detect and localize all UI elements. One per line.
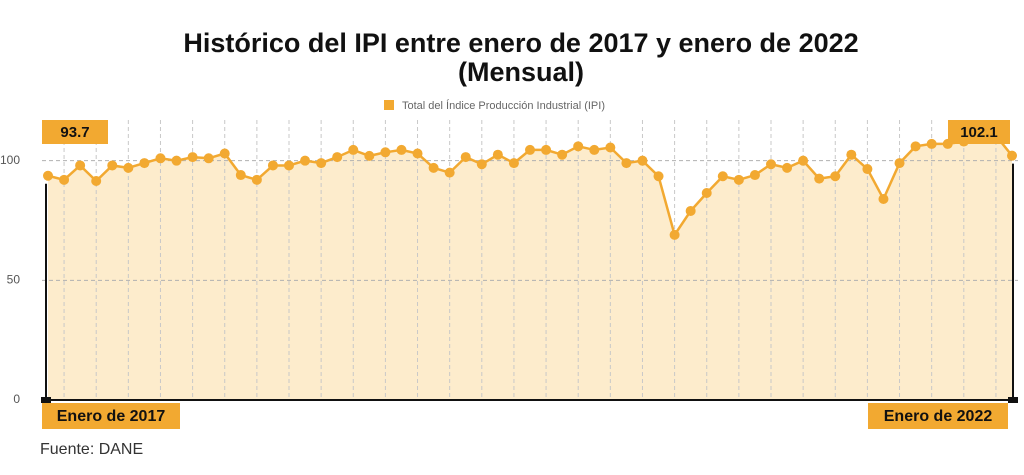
value-label-box [948, 120, 1010, 144]
point [846, 149, 857, 160]
point [637, 155, 648, 166]
point [878, 193, 889, 204]
legend-swatch [384, 100, 394, 110]
point [814, 173, 825, 184]
point [573, 141, 584, 152]
point [460, 152, 471, 163]
value-label: 102.1 [960, 124, 998, 141]
point [235, 170, 246, 181]
point [203, 153, 214, 164]
point [492, 149, 503, 160]
point [910, 141, 921, 152]
value-label-box [42, 120, 108, 144]
point [316, 158, 327, 169]
category-label: Enero de 2022 [884, 408, 993, 425]
category-label: Enero de 2017 [57, 408, 166, 425]
point [894, 158, 905, 169]
point [525, 144, 535, 155]
point [685, 205, 696, 216]
point [798, 155, 809, 166]
point [139, 158, 150, 169]
point [155, 153, 166, 164]
category-label-box [42, 403, 180, 429]
point [476, 159, 487, 170]
point [508, 158, 519, 169]
point [171, 155, 182, 166]
point [926, 138, 937, 149]
point [267, 160, 278, 171]
point [428, 162, 439, 173]
point [701, 187, 712, 198]
legend-label: Total del Índice Producción Industrial (… [402, 99, 605, 112]
point [396, 144, 407, 155]
category-label-box [868, 403, 1008, 429]
point [862, 164, 873, 175]
point [733, 174, 744, 185]
point [43, 170, 53, 181]
point [123, 162, 134, 173]
annotation-end [41, 397, 51, 403]
point [187, 152, 198, 163]
point [653, 171, 664, 182]
point [251, 174, 262, 185]
point [91, 176, 102, 187]
point [348, 144, 359, 155]
point [830, 171, 841, 182]
point [444, 167, 455, 178]
point [364, 150, 375, 161]
chart-title: Histórico del IPI entre enero de 2017 y … [183, 28, 858, 58]
point [605, 142, 616, 153]
point [75, 160, 86, 171]
y-tick-label: 100 [0, 153, 20, 167]
point [749, 170, 760, 181]
point [1007, 150, 1017, 161]
point [59, 174, 70, 185]
chart-title: (Mensual) [458, 57, 584, 87]
point [589, 144, 600, 155]
annotation-end [1008, 397, 1018, 403]
y-tick-label: 50 [7, 273, 21, 287]
point [284, 160, 294, 171]
point [717, 171, 728, 182]
point [107, 160, 118, 171]
point [300, 155, 311, 166]
point [557, 149, 568, 160]
y-tick-label: 0 [13, 392, 20, 406]
point [541, 144, 552, 155]
point [219, 148, 230, 159]
value-label: 93.7 [60, 124, 89, 141]
source: Fuente: DANE [40, 441, 143, 458]
point [380, 147, 391, 158]
point [412, 148, 423, 159]
point [332, 152, 343, 163]
point [766, 159, 776, 170]
point [669, 229, 680, 240]
point [621, 158, 632, 169]
point [782, 162, 793, 173]
